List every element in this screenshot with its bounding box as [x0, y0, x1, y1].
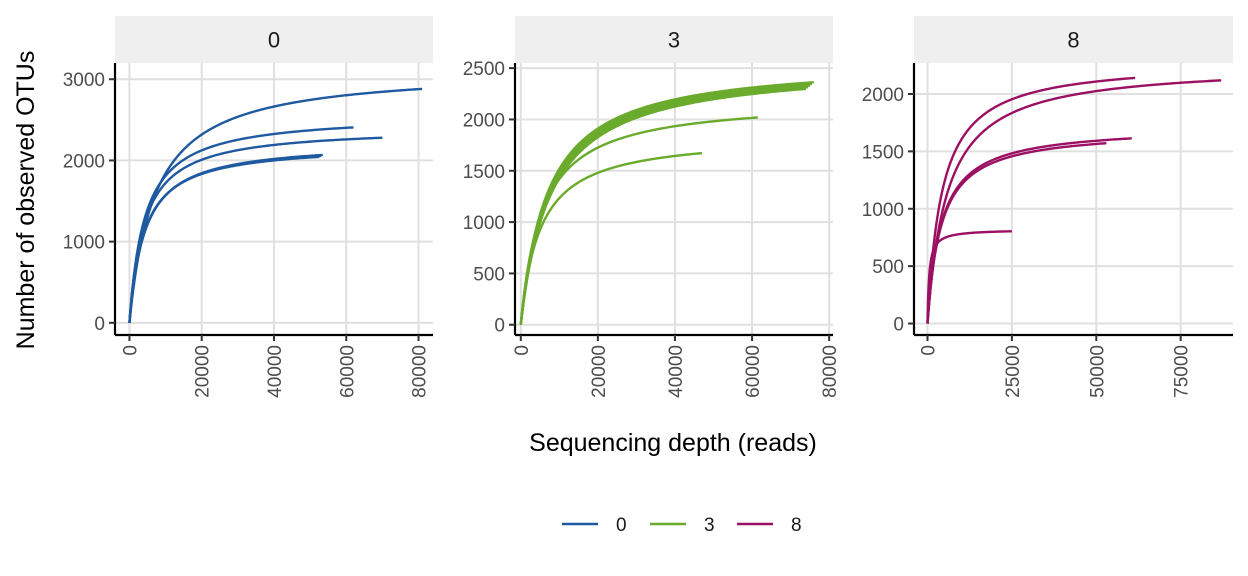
series-line-3-7 [519, 151, 703, 326]
y-tick-label: 1500 [862, 142, 904, 163]
legend-item-3: 3 [650, 515, 715, 536]
x-tick-label: 80000 [410, 345, 431, 398]
legend-label: 0 [616, 515, 627, 536]
y-tick-label: 0 [94, 314, 105, 335]
x-tick-label: 20000 [193, 345, 214, 398]
x-tick-label: 75000 [1172, 345, 1193, 398]
y-tick-label: 0 [893, 315, 904, 336]
x-tick-label: 60000 [337, 345, 358, 398]
y-axis-title: Number of observed OTUs [12, 51, 40, 350]
y-tick-label: 1000 [862, 200, 904, 221]
series-line-8-4 [926, 141, 1107, 325]
y-tick-label: 2500 [463, 59, 505, 80]
legend-label: 3 [704, 515, 715, 536]
series-line-8-5 [926, 230, 1013, 325]
facet-panel-3: 3 0 500 1000 1500 2000 2500 0 20000 40000 60000 800… [463, 16, 841, 398]
x-tick-label: 50000 [1087, 345, 1108, 398]
x-tick-label: 40000 [666, 345, 687, 398]
facet-strip [115, 16, 433, 63]
series-line-0-6 [128, 155, 320, 324]
x-tick-label: 20000 [589, 345, 610, 398]
legend: 0 3 8 [562, 515, 802, 536]
y-tick-label: 500 [872, 257, 904, 278]
series-line-3-4 [519, 86, 809, 326]
facet-strip-label: 3 [668, 28, 680, 53]
legend-item-8: 8 [737, 515, 802, 536]
facet-panel-8: 8 0 500 1000 1500 2000 0 25000 50000 75000 [862, 16, 1233, 398]
facet-strip-label: 8 [1067, 28, 1079, 53]
facet-strip [515, 16, 833, 63]
x-tick-label: 25000 [1003, 345, 1024, 398]
series-line-0-1 [128, 87, 423, 324]
x-tick-label: 0 [120, 345, 141, 356]
facet-strip-label: 0 [268, 28, 280, 53]
facet-strip [914, 16, 1233, 63]
series-line-0-5 [128, 154, 322, 324]
y-tick-label: 2000 [862, 85, 904, 106]
x-tick-label: 60000 [743, 345, 764, 398]
series-line-3-5 [519, 87, 807, 326]
x-tick-label: 0 [512, 345, 533, 356]
y-tick-label: 0 [494, 316, 505, 337]
legend-item-0: 0 [562, 515, 627, 536]
series-line-8-1 [926, 76, 1136, 325]
series-line-0-4 [128, 153, 323, 324]
x-axis-title: Sequencing depth (reads) [529, 429, 817, 457]
y-tick-label: 1000 [63, 233, 105, 254]
y-tick-label: 2000 [463, 110, 505, 131]
y-tick-label: 2000 [63, 151, 105, 172]
x-tick-label: 0 [919, 345, 940, 356]
y-tick-label: 500 [473, 264, 505, 285]
y-tick-label: 3000 [63, 70, 105, 91]
x-tick-label: 80000 [820, 345, 841, 398]
series-line-0-3 [128, 136, 383, 324]
facet-panel-0: 0 0 1000 2000 3000 0 20000 40000 60000 80000 [63, 16, 433, 398]
series-line-8-2 [926, 79, 1222, 325]
y-tick-label: 1500 [463, 162, 505, 183]
series-line-3-3 [519, 84, 810, 326]
y-tick-label: 1000 [463, 213, 505, 234]
legend-label: 8 [791, 515, 802, 536]
x-tick-label: 40000 [265, 345, 286, 398]
